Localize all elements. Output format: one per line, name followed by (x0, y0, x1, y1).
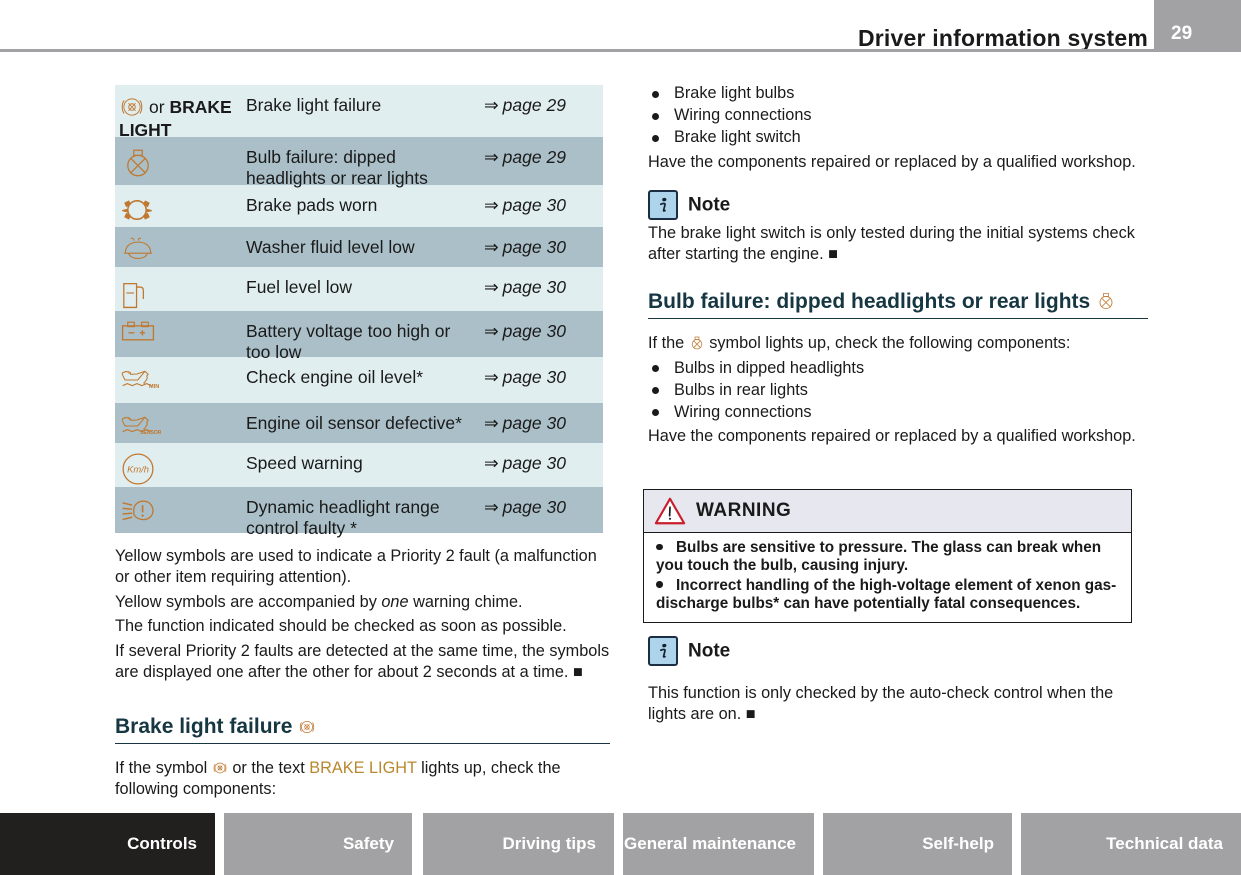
svg-text:MIN: MIN (149, 384, 159, 390)
svg-text:SENSOR: SENSOR (140, 430, 161, 436)
svg-text:Km/h: Km/h (127, 464, 149, 474)
